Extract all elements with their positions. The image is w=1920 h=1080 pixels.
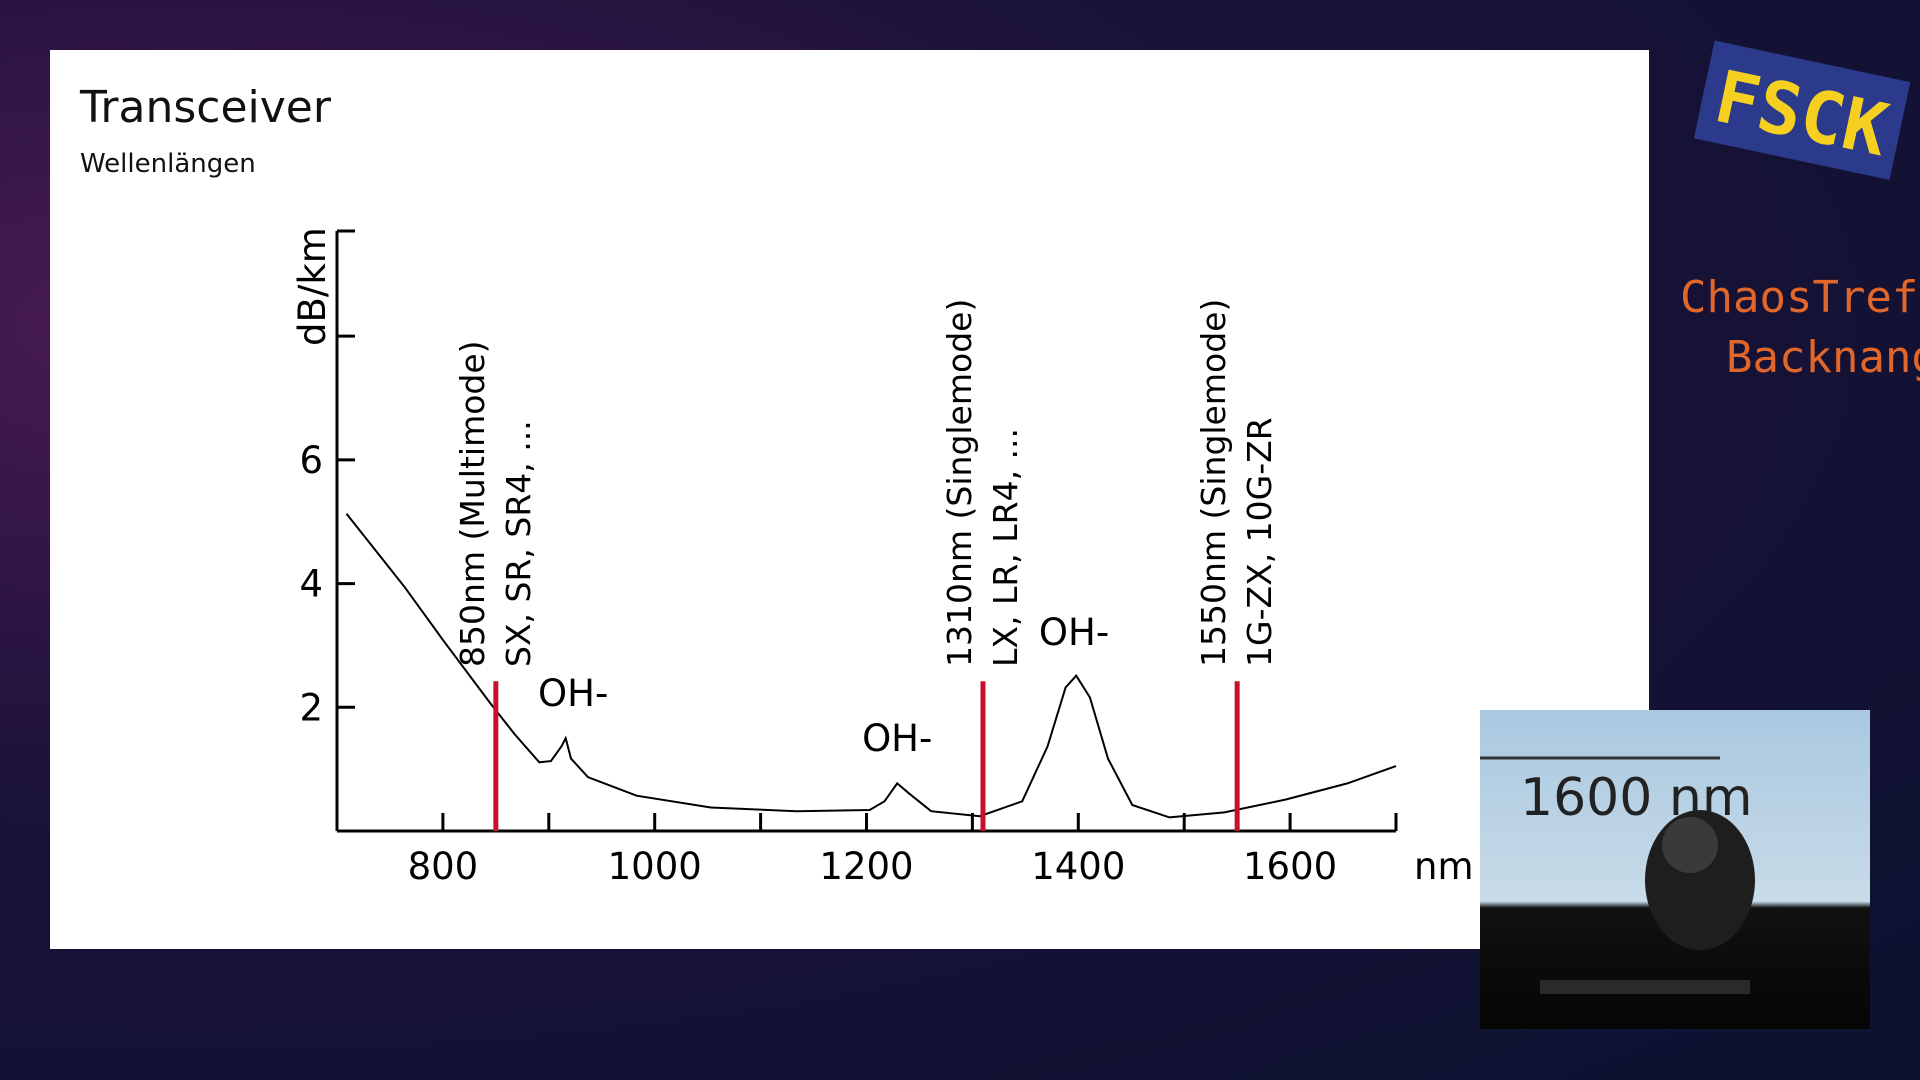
x-tick-label: 1200	[819, 845, 913, 888]
x-tick-label: 1600	[1243, 845, 1337, 888]
marker-label: 1G-ZX, 10G-ZR	[1240, 417, 1279, 667]
x-tick-label: 800	[408, 845, 479, 888]
y-axis-label: dB/km	[291, 227, 334, 346]
annotation: OH-	[538, 672, 608, 715]
lectern	[1540, 980, 1750, 994]
speaker-head	[1662, 817, 1718, 873]
slide-title: Transceiver	[79, 82, 332, 133]
slide	[50, 50, 1649, 949]
attenuation-curve	[345, 513, 1397, 819]
logo-bg	[1693, 40, 1911, 180]
annotation: OH-	[862, 717, 932, 760]
x-tick-label: 1400	[1031, 845, 1125, 888]
marker-label: 850nm (Multimode)	[453, 340, 492, 667]
org-logo-line2: Backnang	[1726, 332, 1920, 383]
camera-inset: 1600 nm	[1480, 710, 1870, 1029]
marker-label: 1550nm (Singlemode)	[1194, 299, 1233, 667]
annotation: OH-	[1039, 611, 1109, 654]
org-logo-line1: ChaosTreff	[1680, 272, 1920, 323]
logo-fsck: FSCK	[1693, 40, 1911, 180]
x-unit: nm	[1414, 845, 1474, 888]
y-tick-label: 2	[299, 686, 323, 729]
marker-label: 1310nm (Singlemode)	[940, 299, 979, 667]
chart: 800 1000 1200 1400 1600 nm 2 4 6 dB/km 850nm (Mult…	[291, 227, 1474, 888]
marker-label: SX, SR, SR4, ...	[499, 420, 538, 667]
y-tick-label: 4	[299, 563, 323, 606]
slide-subtitle: Wellenlängen	[80, 149, 256, 179]
marker-label: LX, LR, LR4, ...	[986, 428, 1025, 667]
y-tick-label: 6	[299, 439, 323, 482]
logo-text: FSCK	[1708, 54, 1896, 172]
x-tick-label: 1000	[608, 845, 702, 888]
